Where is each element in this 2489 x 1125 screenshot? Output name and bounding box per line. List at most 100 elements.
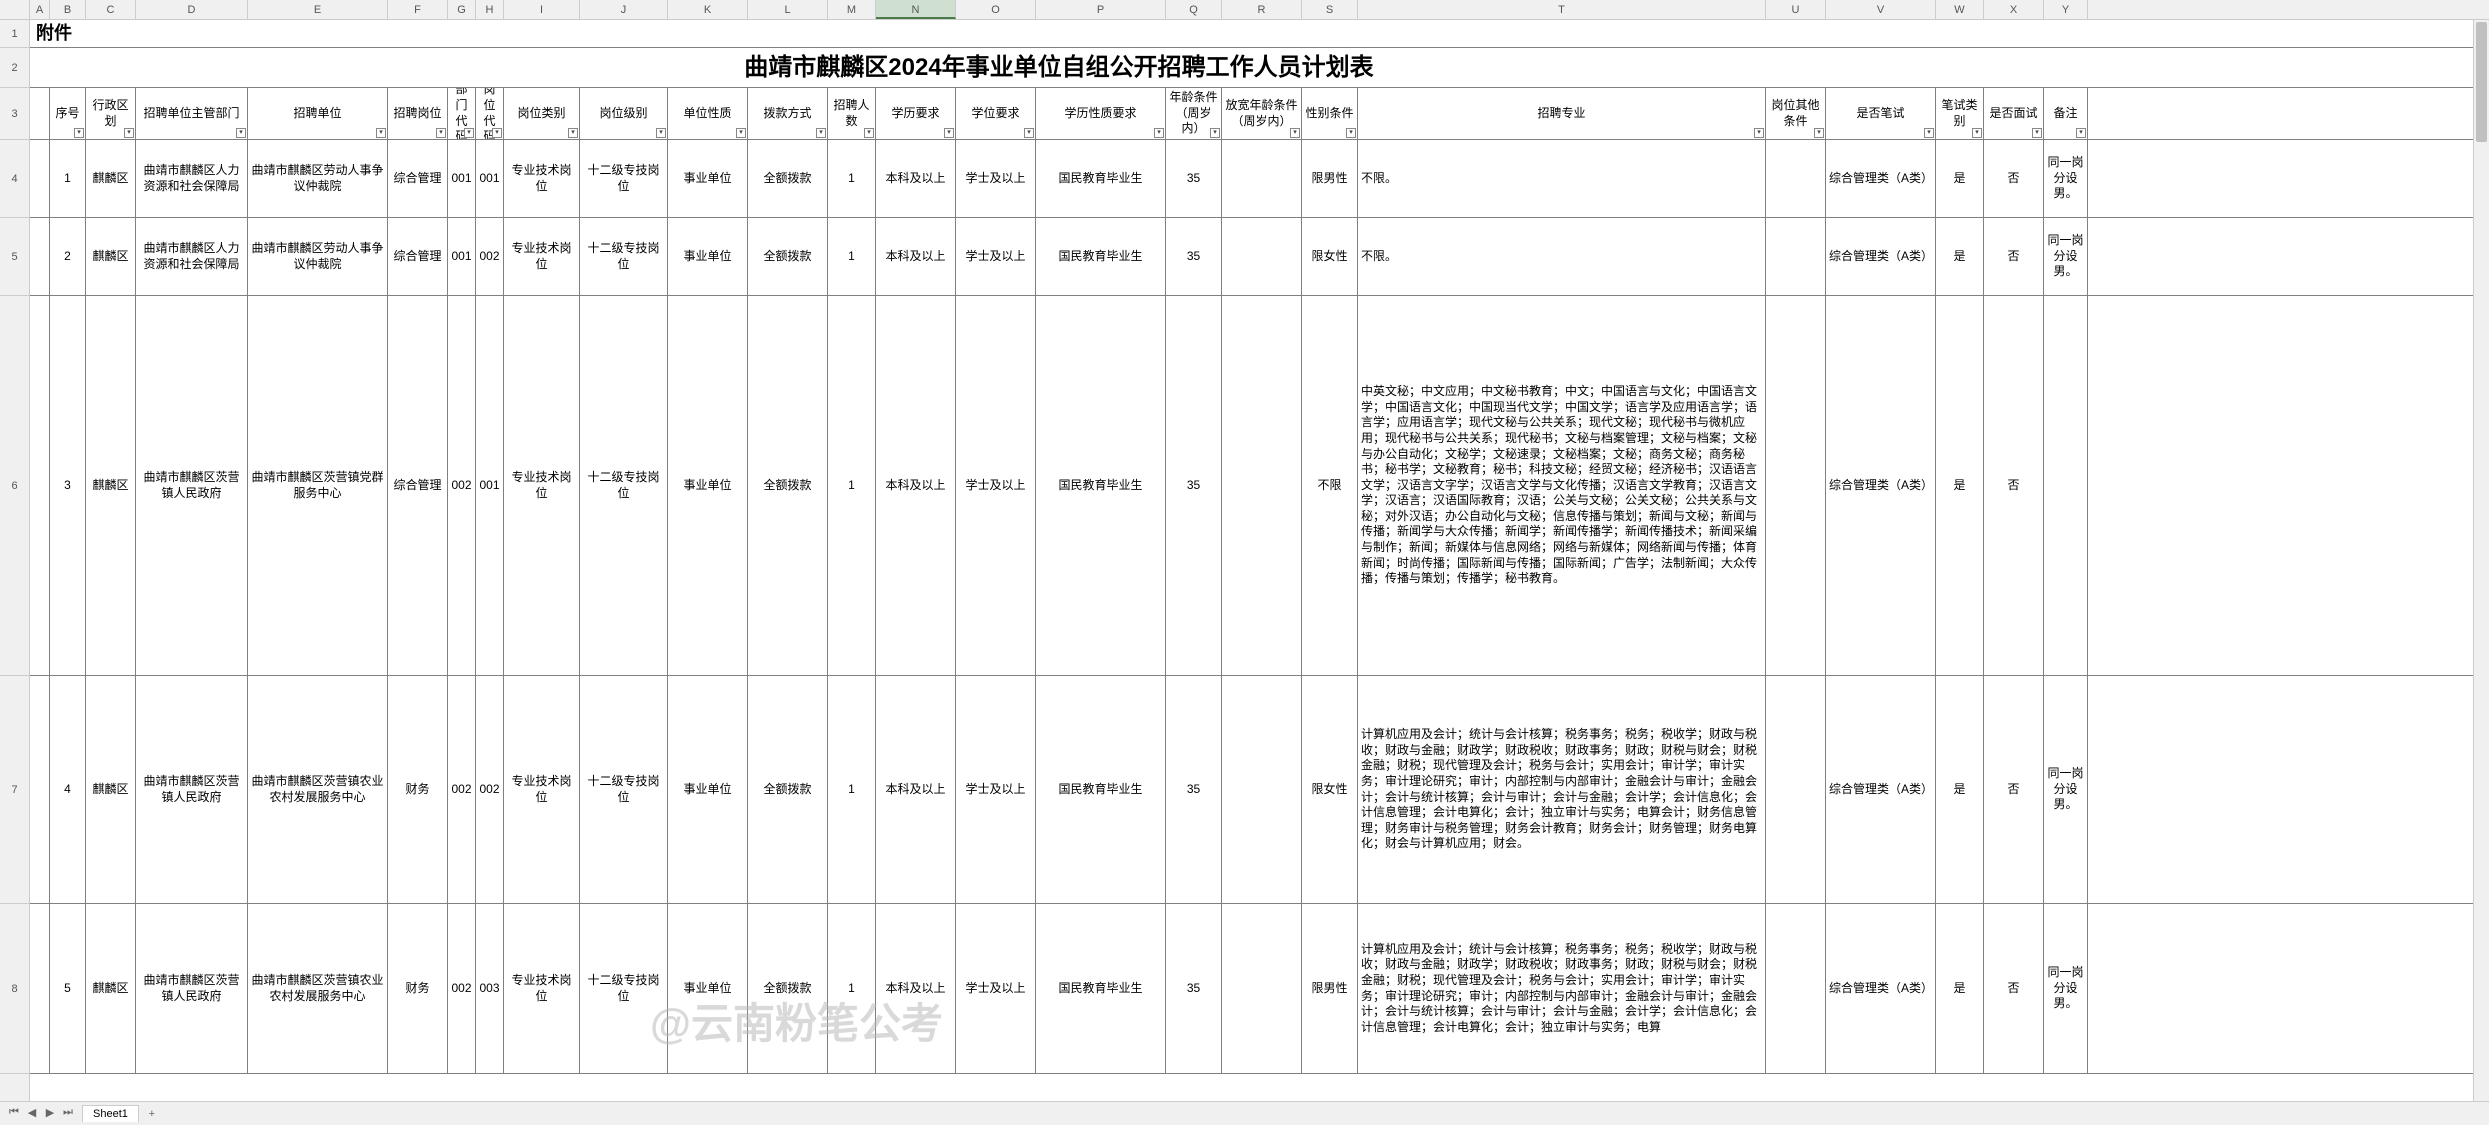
col-header-J[interactable]: J [580, 0, 668, 19]
cell-dcode[interactable]: 001 [448, 218, 476, 295]
cell-fund[interactable]: 全额拨款 [748, 140, 828, 217]
cell-major[interactable]: 不限。 [1358, 140, 1766, 217]
cell-dcode[interactable]: 001 [448, 140, 476, 217]
tab-nav-first[interactable]: ⏮ [6, 1106, 22, 1122]
col-header-F[interactable]: F [388, 0, 448, 19]
cell-unit[interactable]: 曲靖市麒麟区劳动人事争议仲裁院 [248, 218, 388, 295]
filter-button[interactable] [376, 128, 386, 138]
filter-button[interactable] [1210, 128, 1220, 138]
col-header-U[interactable]: U [1766, 0, 1826, 19]
cell-age[interactable]: 35 [1166, 676, 1222, 903]
cell-major[interactable]: 计算机应用及会计；统计与会计核算；税务事务；税务；税收学；财政与税收；财政与金融… [1358, 904, 1766, 1073]
cell-interview[interactable]: 否 [1984, 904, 2044, 1073]
cell-unit[interactable]: 曲靖市麒麟区劳动人事争议仲裁院 [248, 140, 388, 217]
cell-post[interactable]: 综合管理 [388, 296, 448, 675]
row-header-7[interactable]: 7 [0, 676, 29, 904]
cell-interview[interactable]: 否 [1984, 218, 2044, 295]
cell-interview[interactable]: 否 [1984, 140, 2044, 217]
col-header-Q[interactable]: Q [1166, 0, 1222, 19]
scrollbar-thumb[interactable] [2476, 22, 2487, 142]
filter-button[interactable] [464, 128, 474, 138]
corner-cell[interactable] [0, 0, 30, 19]
cell-degree[interactable]: 学士及以上 [956, 218, 1036, 295]
filter-button[interactable] [124, 128, 134, 138]
cell-wcat[interactable]: 是 [1936, 140, 1984, 217]
cell-wcat[interactable]: 是 [1936, 296, 1984, 675]
col-header-I[interactable]: I [504, 0, 580, 19]
col-header-P[interactable]: P [1036, 0, 1166, 19]
filter-button[interactable] [1924, 128, 1934, 138]
cell-degree[interactable]: 学士及以上 [956, 904, 1036, 1073]
cell-age[interactable]: 35 [1166, 296, 1222, 675]
cell-major[interactable]: 中英文秘；中文应用；中文秘书教育；中文；中国语言与文化；中国语言文学；中国语言文… [1358, 296, 1766, 675]
grid[interactable]: 附件 曲靖市麒麟区2024年事业单位自组公开招聘工作人员计划表 序号行政区划招聘… [30, 20, 2489, 1101]
cell-other[interactable] [1766, 218, 1826, 295]
col-header-Y[interactable]: Y [2044, 0, 2088, 19]
filter-button[interactable] [736, 128, 746, 138]
cell-remark[interactable]: 同一岗分设男。 [2044, 218, 2088, 295]
cell-wcat[interactable]: 是 [1936, 218, 1984, 295]
cell-plevel[interactable]: 十二级专技岗位 [580, 218, 668, 295]
filter-button[interactable] [568, 128, 578, 138]
cell-fund[interactable]: 全额拨款 [748, 676, 828, 903]
cell-ptype[interactable]: 专业技术岗位 [504, 218, 580, 295]
col-header-V[interactable]: V [1826, 0, 1936, 19]
cell-edunature[interactable]: 国民教育毕业生 [1036, 218, 1166, 295]
cell-written[interactable]: 综合管理类（A类） [1826, 140, 1936, 217]
cell-ptype[interactable]: 专业技术岗位 [504, 140, 580, 217]
cell-edu[interactable]: 本科及以上 [876, 218, 956, 295]
cell-other[interactable] [1766, 296, 1826, 675]
cell-dcode[interactable]: 002 [448, 676, 476, 903]
col-header-K[interactable]: K [668, 0, 748, 19]
filter-button[interactable] [1754, 128, 1764, 138]
cell-unit[interactable]: 曲靖市麒麟区茨营镇党群服务中心 [248, 296, 388, 675]
filter-button[interactable] [864, 128, 874, 138]
cell-num[interactable]: 2 [50, 218, 86, 295]
cell-remark[interactable]: 同一岗分设男。 [2044, 140, 2088, 217]
cell-fund[interactable]: 全额拨款 [748, 218, 828, 295]
cell-region[interactable]: 麒麟区 [86, 904, 136, 1073]
cell-nature[interactable]: 事业单位 [668, 296, 748, 675]
cell-ptype[interactable]: 专业技术岗位 [504, 904, 580, 1073]
cell-num[interactable]: 4 [50, 676, 86, 903]
filter-button[interactable] [1814, 128, 1824, 138]
cell-remark[interactable]: 同一岗分设男。 [2044, 676, 2088, 903]
cell-unit[interactable]: 曲靖市麒麟区茨营镇农业农村发展服务中心 [248, 904, 388, 1073]
filter-button[interactable] [2076, 128, 2086, 138]
cell-degree[interactable]: 学士及以上 [956, 140, 1036, 217]
cell-gender[interactable]: 不限 [1302, 296, 1358, 675]
cell-post[interactable]: 财务 [388, 904, 448, 1073]
cell-age[interactable]: 35 [1166, 218, 1222, 295]
filter-button[interactable] [1972, 128, 1982, 138]
cell-gender[interactable]: 限女性 [1302, 218, 1358, 295]
col-header-D[interactable]: D [136, 0, 248, 19]
cell-dcode[interactable]: 002 [448, 904, 476, 1073]
cell-degree[interactable]: 学士及以上 [956, 296, 1036, 675]
cell-ptype[interactable]: 专业技术岗位 [504, 296, 580, 675]
col-header-A[interactable]: A [30, 0, 50, 19]
cell-plevel[interactable]: 十二级专技岗位 [580, 676, 668, 903]
filter-button[interactable] [1290, 128, 1300, 138]
cell-age2[interactable] [1222, 904, 1302, 1073]
filter-button[interactable] [1024, 128, 1034, 138]
vertical-scrollbar[interactable] [2473, 20, 2489, 1101]
filter-button[interactable] [492, 128, 502, 138]
cell-num[interactable]: 1 [50, 140, 86, 217]
cell-plevel[interactable]: 十二级专技岗位 [580, 904, 668, 1073]
cell-dcode[interactable]: 002 [448, 296, 476, 675]
cell-other[interactable] [1766, 676, 1826, 903]
cell-pcode[interactable]: 002 [476, 218, 504, 295]
col-header-S[interactable]: S [1302, 0, 1358, 19]
row-header-6[interactable]: 6 [0, 296, 29, 676]
filter-button[interactable] [1346, 128, 1356, 138]
cell-age[interactable]: 35 [1166, 904, 1222, 1073]
row-header-2[interactable]: 2 [0, 48, 29, 88]
cell-plevel[interactable]: 十二级专技岗位 [580, 140, 668, 217]
cell-degree[interactable]: 学士及以上 [956, 676, 1036, 903]
col-header-W[interactable]: W [1936, 0, 1984, 19]
cell-post[interactable]: 综合管理 [388, 140, 448, 217]
cell-edu[interactable]: 本科及以上 [876, 676, 956, 903]
tab-nav-prev[interactable]: ◀ [24, 1106, 40, 1122]
col-header-M[interactable]: M [828, 0, 876, 19]
cell-region[interactable]: 麒麟区 [86, 676, 136, 903]
